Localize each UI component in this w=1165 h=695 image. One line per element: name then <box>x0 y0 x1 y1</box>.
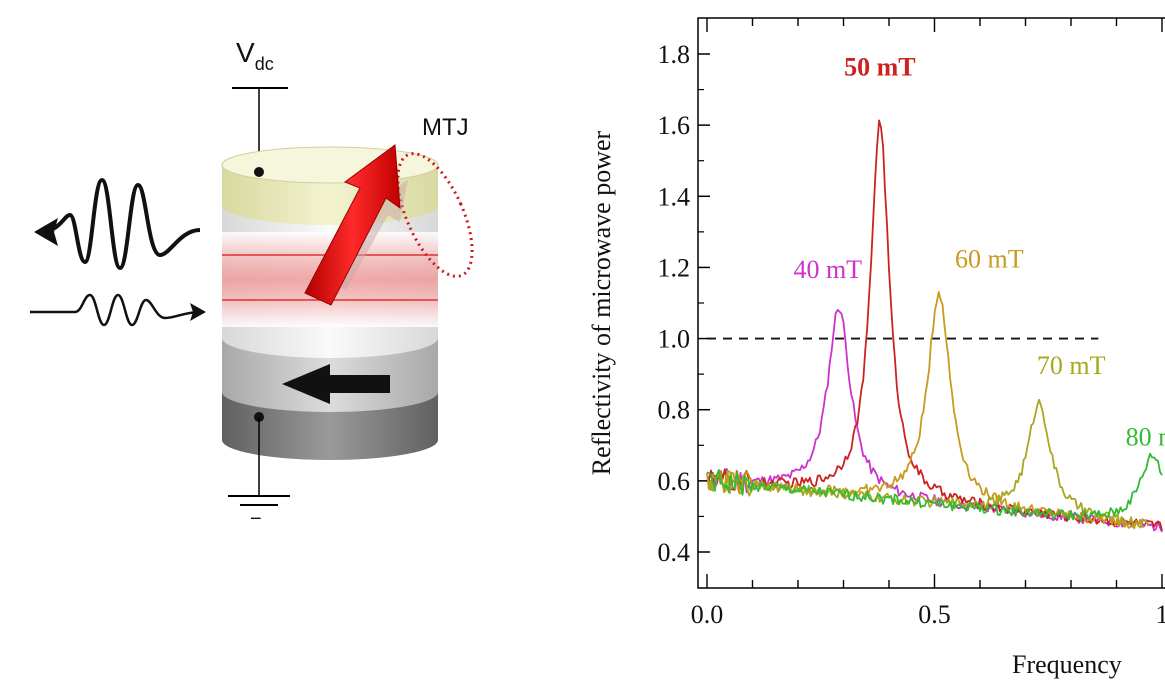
x-axis-label: Frequency <box>1012 650 1122 679</box>
y-tick-label: 1.6 <box>658 111 691 140</box>
series-line <box>706 291 1145 530</box>
vdc-label: Vdc <box>236 37 274 74</box>
x-tick-label: 0.0 <box>691 600 724 629</box>
axis-ticks: 0.4 0.6 0.8 1.0 1.2 1.4 1.6 1.8 0.0 0.5 1 <box>658 18 1165 629</box>
y-tick-label: 1.0 <box>658 325 691 354</box>
series-line <box>706 452 1163 522</box>
y-tick-label: 0.4 <box>658 538 691 567</box>
reflectivity-chart: 0.4 0.6 0.8 1.0 1.2 1.4 1.6 1.8 0.0 0.5 1 40 mT 50 … <box>587 17 1165 679</box>
x-tick-label: 0.5 <box>918 600 951 629</box>
precession-orbit <box>396 152 474 278</box>
y-axis-label: Reflectivity of microwave power <box>587 130 616 475</box>
y-tick-label: 0.6 <box>658 467 691 496</box>
series-label: 70 mT <box>1037 351 1106 380</box>
y-tick-label: 0.8 <box>658 396 691 425</box>
series-label: 80 m <box>1126 422 1165 451</box>
series-labels: 40 mT 50 mT 60 mT 70 mT 80 m <box>793 52 1165 451</box>
top-terminal-dot <box>254 167 264 177</box>
series-line <box>706 398 1150 529</box>
y-tick-label: 1.4 <box>658 182 691 211</box>
x-tick-label: 1 <box>1156 600 1165 629</box>
top-face <box>221 146 439 184</box>
series-line <box>706 309 1163 533</box>
series-layer <box>706 119 1163 533</box>
series-label: 50 mT <box>844 52 916 81</box>
series-label: 60 mT <box>955 244 1024 273</box>
y-tick-label: 1.8 <box>658 40 691 69</box>
incident-wave-icon <box>30 293 206 327</box>
reflected-wave-icon <box>34 178 201 270</box>
ground-sign: − <box>250 508 262 530</box>
fixed-magnetization-arrow <box>282 364 390 404</box>
mtj-label: MTJ <box>422 114 469 141</box>
series-line <box>706 119 1163 531</box>
mtj-schematic: Vdc MTJ − <box>30 37 474 530</box>
series-label: 40 mT <box>793 255 862 284</box>
ground-icon <box>228 495 290 506</box>
free-magnetization-arrow <box>304 144 401 306</box>
y-tick-label: 1.2 <box>658 253 691 282</box>
